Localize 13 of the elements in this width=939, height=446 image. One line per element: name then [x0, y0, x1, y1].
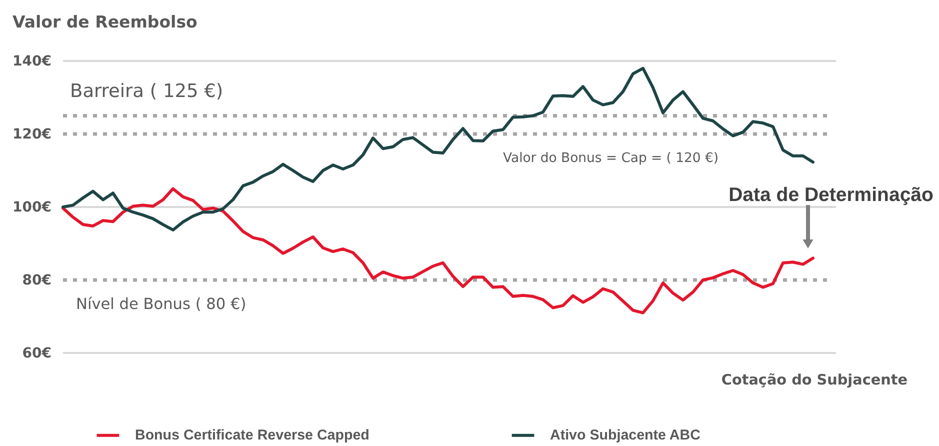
y-axis-title: Valor de Reembolso [12, 12, 198, 32]
annotation: Data de Determinação [728, 184, 934, 206]
y-tick-label: 100€ [12, 200, 52, 216]
ref-line-label: Nível de Bonus ( 80 €) [76, 295, 246, 313]
legend-label: Bonus Certificate Reverse Capped [135, 427, 370, 444]
y-tick-label: 60€ [22, 346, 52, 362]
ref-line-label: Barreira ( 125 €) [70, 80, 224, 102]
y-tick-label: 80€ [22, 272, 52, 288]
ref-line-label: Valor do Bonus = Cap = ( 120 €) [503, 151, 719, 166]
legend-label: Ativo Subjacente ABC [550, 427, 700, 444]
y-tick-label: 140€ [12, 54, 52, 70]
y-tick-label: 120€ [12, 126, 52, 142]
x-axis-title: Cotação do Subjacente [721, 372, 908, 388]
